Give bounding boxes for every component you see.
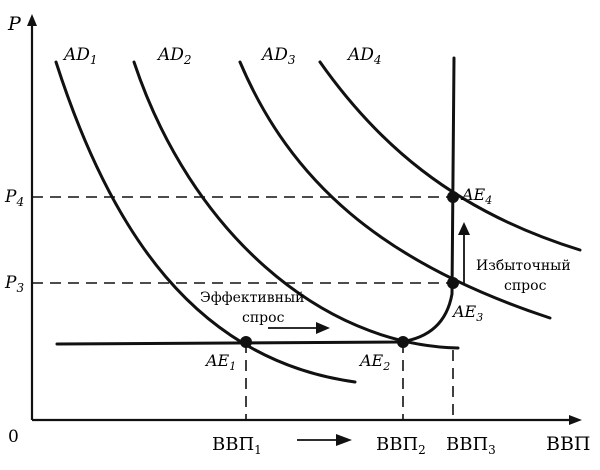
ae4-point	[447, 191, 459, 203]
p4-tick-label: P4	[4, 187, 24, 209]
ae1-label: AE1	[204, 351, 236, 373]
ae2-point	[397, 336, 409, 348]
ad3-label: AD3	[260, 45, 296, 67]
effective-demand-label-line2: спрос	[242, 310, 285, 326]
ad1-curve	[54, 60, 357, 384]
y-axis-label: P	[7, 13, 22, 35]
ae2-label: AE2	[358, 351, 390, 373]
ad2-label: AD2	[156, 45, 192, 67]
ad1-label: AD1	[62, 45, 98, 67]
origin-label: 0	[8, 427, 19, 447]
gdp-growth-arrowhead	[336, 434, 352, 446]
ad4-label: AD4	[346, 45, 382, 67]
gdp3-tick-label: ВВП3	[446, 434, 496, 457]
ae4-label: AE4	[460, 185, 492, 207]
excess-demand-arrowhead	[458, 222, 470, 235]
ad4-curve	[318, 60, 582, 252]
x-axis-label: ВВП	[546, 433, 591, 455]
excess-demand-label-line2: спрос	[504, 278, 547, 294]
gdp2-tick-label: ВВП2	[376, 434, 426, 457]
p3-tick-label: P3	[4, 273, 24, 295]
ad3-curve	[238, 60, 552, 320]
ae3-point	[447, 277, 459, 289]
gdp1-tick-label: ВВП1	[212, 434, 262, 457]
x-axis-arrow	[569, 415, 582, 425]
excess-demand-label-line1: Избыточный	[476, 258, 571, 274]
ae3-label: AE3	[451, 302, 483, 324]
ae1-point	[240, 336, 252, 348]
y-axis-arrow	[27, 14, 37, 26]
effective-demand-arrowhead	[316, 322, 330, 334]
effective-demand-label-line1: Эффективный	[200, 290, 304, 306]
